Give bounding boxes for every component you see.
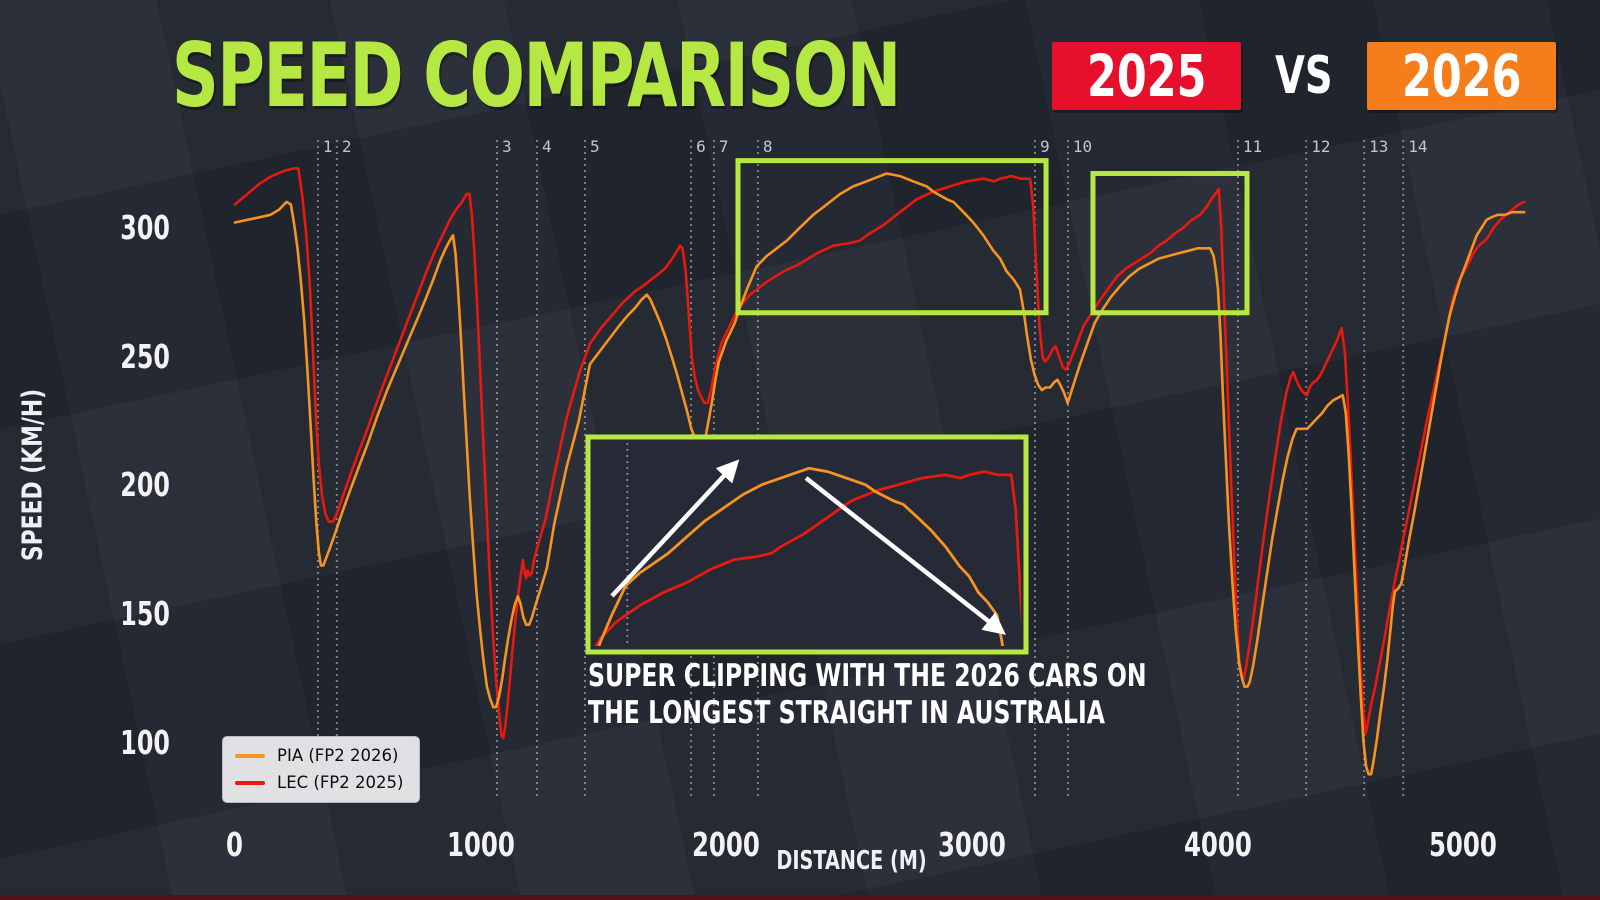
y-tick-300: 300 [120, 207, 170, 247]
corner-12-label: 12 [1311, 137, 1330, 156]
x-tick-2000: 2000 [692, 825, 761, 864]
legend: PIA (FP2 2026) LEC (FP2 2025) [222, 736, 421, 803]
annotation-line-1: SUPER CLIPPING WITH THE 2026 CARS ON [588, 658, 1147, 694]
y-tick-100: 100 [120, 723, 170, 763]
corner-9-label: 9 [1040, 137, 1050, 156]
x-tick-3000: 3000 [937, 825, 1006, 864]
bottom-accent-strip [0, 895, 1600, 900]
corner-4-label: 4 [542, 137, 552, 156]
x-tick-4000: 4000 [1183, 825, 1252, 864]
corner-5-label: 5 [590, 137, 600, 156]
inset-border [585, 434, 1029, 655]
page-title: SPEED COMPARISON [44, 31, 1028, 121]
inset-series-group [594, 466, 1021, 646]
arrow-down-icon [804, 476, 1006, 635]
year-badge-2026: 2026 [1366, 42, 1557, 110]
x-tick-1000: 1000 [446, 825, 515, 864]
legend-item-lec: LEC (FP2 2025) [235, 774, 403, 792]
series-line-pia [233, 172, 1526, 776]
x-axis-title: DISTANCE (M) [776, 846, 927, 876]
corner-7-label: 7 [719, 137, 729, 156]
vs-label: VS [1275, 46, 1333, 106]
x-tick-5000: 5000 [1429, 825, 1498, 864]
corner-2-label: 2 [342, 137, 352, 156]
y-tick-150: 150 [120, 594, 170, 634]
y-tick-250: 250 [120, 336, 170, 376]
corner-1-label: 1 [323, 137, 333, 156]
highlight-box-1 [735, 158, 1049, 316]
series-line-lec [233, 167, 1526, 740]
highlight-box-2 [1090, 171, 1250, 316]
corner-8-label: 8 [763, 137, 773, 156]
pia-line-swatch [235, 754, 265, 758]
y-axis-title: SPEED (KM/H) [15, 388, 49, 562]
page-title-text: SPEED COMPARISON [171, 24, 901, 127]
inset-series-line-pia [597, 466, 1005, 646]
legend-label-pia: PIA (FP2 2026) [277, 746, 399, 765]
lec-line-swatch [235, 781, 265, 785]
corner-11-label: 11 [1243, 137, 1262, 156]
corner-3-label: 3 [502, 137, 512, 156]
y-tick-200: 200 [120, 465, 170, 505]
corner-6-label: 6 [696, 137, 706, 156]
annotation-line-2: THE LONGEST STRAIGHT IN AUSTRALIA [588, 695, 1105, 731]
x-tick-0: 0 [226, 825, 244, 864]
inset-series-line-lec [594, 470, 1021, 646]
annotation-text: SUPER CLIPPING WITH THE 2026 CARS ON THE… [588, 658, 1323, 732]
legend-label-lec: LEC (FP2 2025) [277, 773, 404, 792]
arrow-up-icon [610, 459, 740, 598]
corner-13-label: 13 [1369, 137, 1388, 156]
year-badge-2025: 2025 [1051, 42, 1241, 110]
legend-item-pia: PIA (FP2 2026) [235, 747, 403, 765]
corner-14-label: 14 [1408, 137, 1427, 156]
header: SPEED COMPARISON 2025 VS 2026 [0, 30, 1600, 122]
corner-10-label: 10 [1073, 137, 1092, 156]
